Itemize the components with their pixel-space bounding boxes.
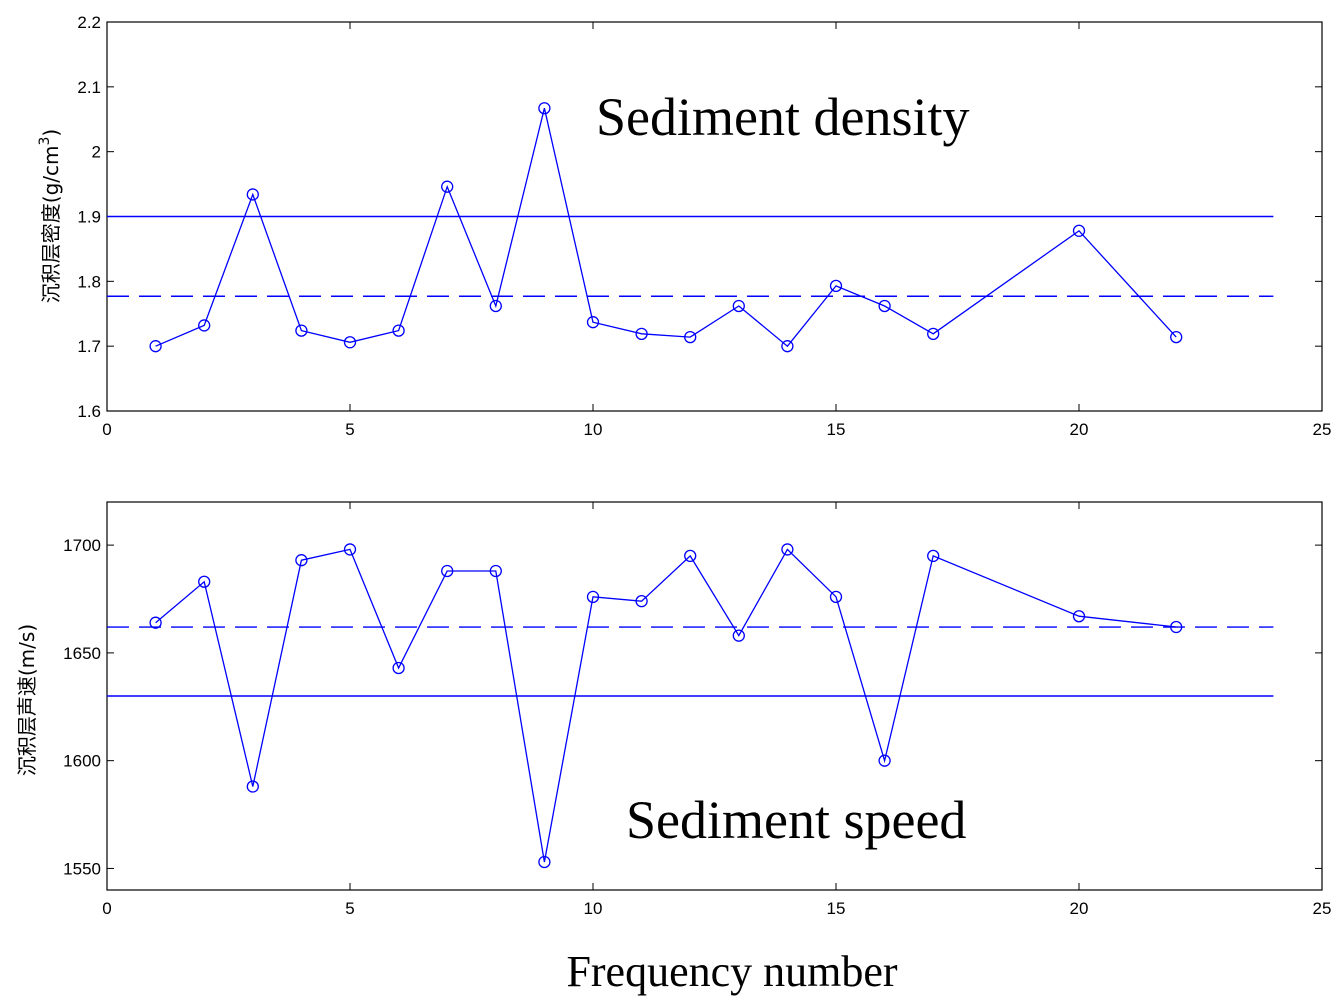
density-series [149, 102, 1183, 353]
density-reference-lines [107, 215, 1274, 297]
density-data-point [295, 324, 308, 337]
density-y-tick-label: 1.8 [77, 272, 101, 291]
speed-data-point [441, 564, 454, 578]
speed-data-point [392, 661, 405, 675]
density-y-axis-label: 沉积层密度(g/cm3) [37, 129, 63, 303]
speed-x-tick-label: 15 [827, 899, 846, 918]
speed-panel: 0 5 10 15 20 25 1550 1600 1650 1700 Sediment spee… [15, 501, 1331, 918]
speed-y-tick-label: 1600 [63, 752, 101, 771]
speed-x-tick-label: 10 [584, 899, 603, 918]
density-x-tick-label: 25 [1313, 420, 1332, 439]
density-ticks: 0 5 10 15 20 25 1.6 1.7 1.8 1.9 2 2.1 2.2 [77, 13, 1331, 439]
density-data-point [392, 324, 405, 337]
density-data-point [198, 319, 211, 332]
speed-y-tick-label: 1650 [63, 644, 101, 663]
density-data-point [1072, 224, 1086, 237]
density-data-point [489, 299, 502, 313]
speed-data-point [489, 564, 502, 578]
density-y-axis-label-close: ) [39, 129, 63, 137]
speed-series-line [155, 548, 1177, 863]
speed-data-point [927, 549, 940, 563]
speed-data-point [1072, 610, 1086, 623]
density-x-tick-label: 15 [827, 420, 846, 439]
density-x-tick-label: 5 [345, 420, 354, 439]
speed-y-tick-label: 1550 [63, 859, 101, 878]
density-y-axis-label-sup: 3 [37, 137, 53, 146]
density-y-tick-label: 1.7 [77, 337, 101, 356]
speed-x-tick-label: 25 [1313, 899, 1332, 918]
density-y-tick-label: 1.6 [77, 402, 101, 421]
density-panel: 0 5 10 15 20 25 1.6 1.7 1.8 1.9 2 2.1 2.2 Sediment d… [37, 13, 1331, 439]
speed-x-tick-label: 5 [345, 899, 354, 918]
speed-data-point [829, 590, 843, 603]
speed-data-point [149, 616, 162, 629]
x-axis-label: Frequency number [566, 947, 897, 996]
density-y-axis-label-main: 沉积层密度(g/cm [39, 146, 63, 304]
speed-data-point [198, 575, 211, 588]
speed-data-point [878, 754, 891, 767]
density-series-line [155, 108, 1177, 348]
density-x-tick-label: 10 [584, 420, 603, 439]
speed-data-point [684, 549, 697, 563]
density-y-tick-label: 2.1 [77, 78, 101, 97]
density-data-point [441, 180, 454, 193]
density-x-tick-label: 0 [102, 420, 111, 439]
speed-data-point [295, 554, 308, 567]
density-data-point [635, 327, 648, 340]
density-data-point [781, 340, 794, 353]
density-data-point [732, 299, 745, 313]
density-annotation: Sediment density [596, 87, 969, 147]
speed-annotation: Sediment speed [626, 790, 966, 850]
speed-data-point [1170, 620, 1183, 634]
speed-y-tick-label: 1700 [63, 536, 101, 555]
speed-reference-lines [107, 626, 1274, 697]
density-data-point [1170, 330, 1183, 344]
speed-ticks: 0 5 10 15 20 25 1550 1600 1650 1700 [63, 502, 1331, 918]
speed-data-point [246, 780, 259, 793]
density-y-tick-label: 1.9 [77, 208, 101, 227]
density-y-tick-label: 2.2 [77, 13, 101, 32]
speed-data-point [635, 595, 648, 608]
speed-data-point [732, 629, 745, 642]
density-data-point [149, 340, 162, 353]
density-data-point [343, 336, 357, 349]
density-data-point [586, 316, 600, 329]
speed-data-point [781, 543, 794, 556]
density-y-tick-label: 2 [92, 143, 101, 162]
density-x-tick-label: 20 [1070, 420, 1089, 439]
speed-x-tick-label: 20 [1070, 899, 1089, 918]
speed-data-point [343, 543, 357, 556]
density-data-point [538, 102, 551, 115]
speed-data-point [538, 855, 551, 869]
density-data-point [246, 188, 259, 201]
speed-series [149, 543, 1183, 869]
speed-data-point [586, 590, 600, 603]
density-data-point [878, 299, 891, 313]
speed-y-axis-label: 沉积层声速(m/s) [15, 624, 39, 776]
speed-x-tick-label: 0 [102, 899, 111, 918]
density-data-point [684, 330, 697, 344]
density-data-point [927, 327, 940, 340]
density-data-point [829, 279, 843, 293]
